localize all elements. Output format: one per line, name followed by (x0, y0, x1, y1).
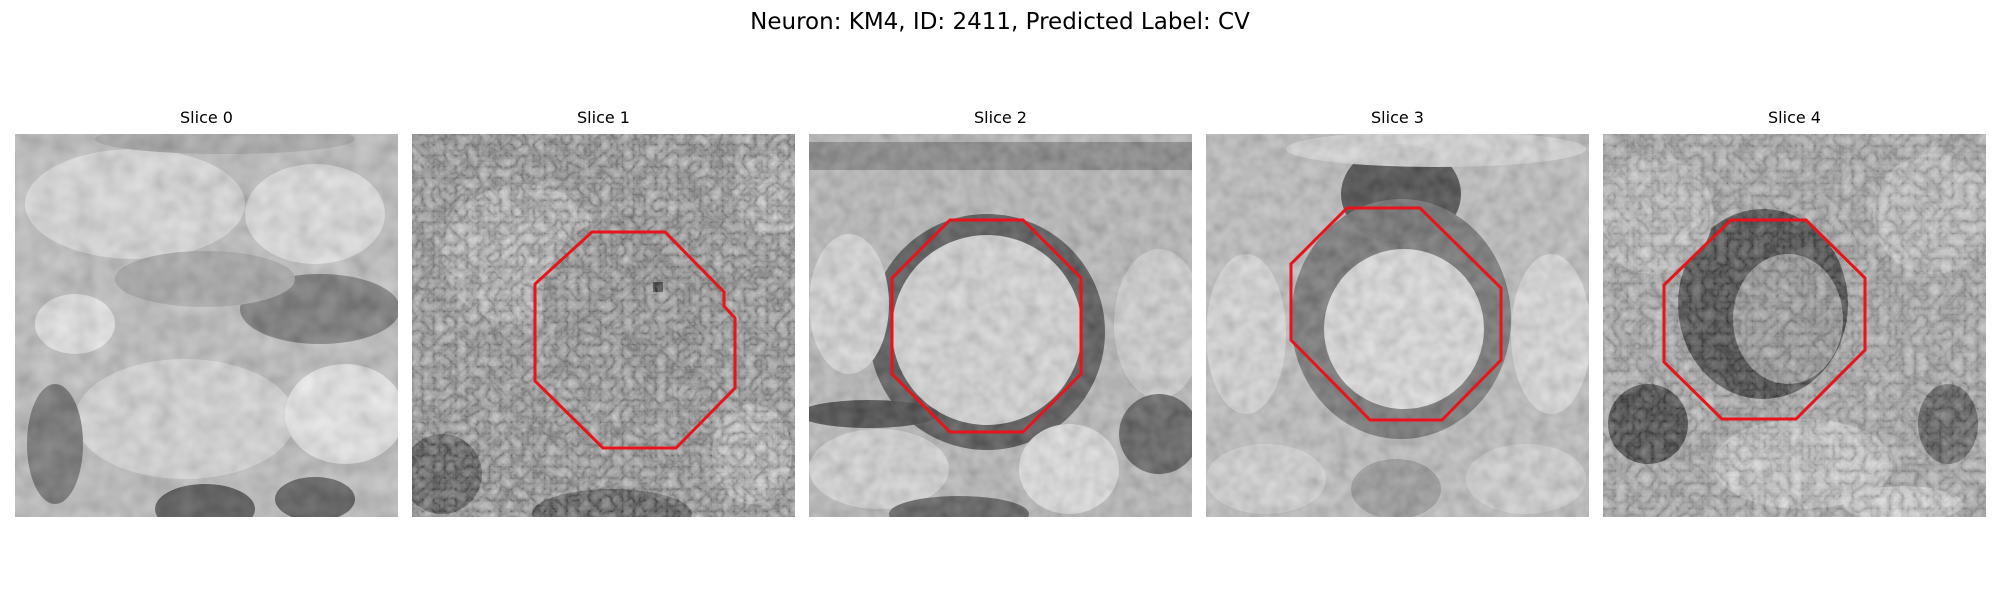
slice-image (412, 134, 795, 517)
slice-image (809, 134, 1192, 517)
slice-panel-2: Slice 2 (809, 108, 1192, 518)
figure-title: Neuron: KM4, ID: 2411, Predicted Label: … (750, 9, 1250, 35)
slice-panel-4: Slice 4 (1603, 108, 1986, 518)
contour-outline (1289, 206, 1503, 422)
slice-panel-1: Slice 1 (412, 108, 795, 518)
slice-title: Slice 1 (577, 108, 630, 127)
slice-image (1603, 134, 1986, 517)
slice-panel-3: Slice 3 (1206, 108, 1589, 518)
slice-image (15, 134, 398, 517)
contour-outline (1662, 218, 1867, 421)
contour-outline (533, 230, 737, 450)
slice-title: Slice 3 (1371, 108, 1424, 127)
slice-title: Slice 2 (974, 108, 1027, 127)
slice-title: Slice 4 (1768, 108, 1821, 127)
slice-panel-0: Slice 0 (15, 108, 398, 518)
slice-image (1206, 134, 1589, 517)
slice-title: Slice 0 (180, 108, 233, 127)
contour-outline (890, 218, 1083, 434)
